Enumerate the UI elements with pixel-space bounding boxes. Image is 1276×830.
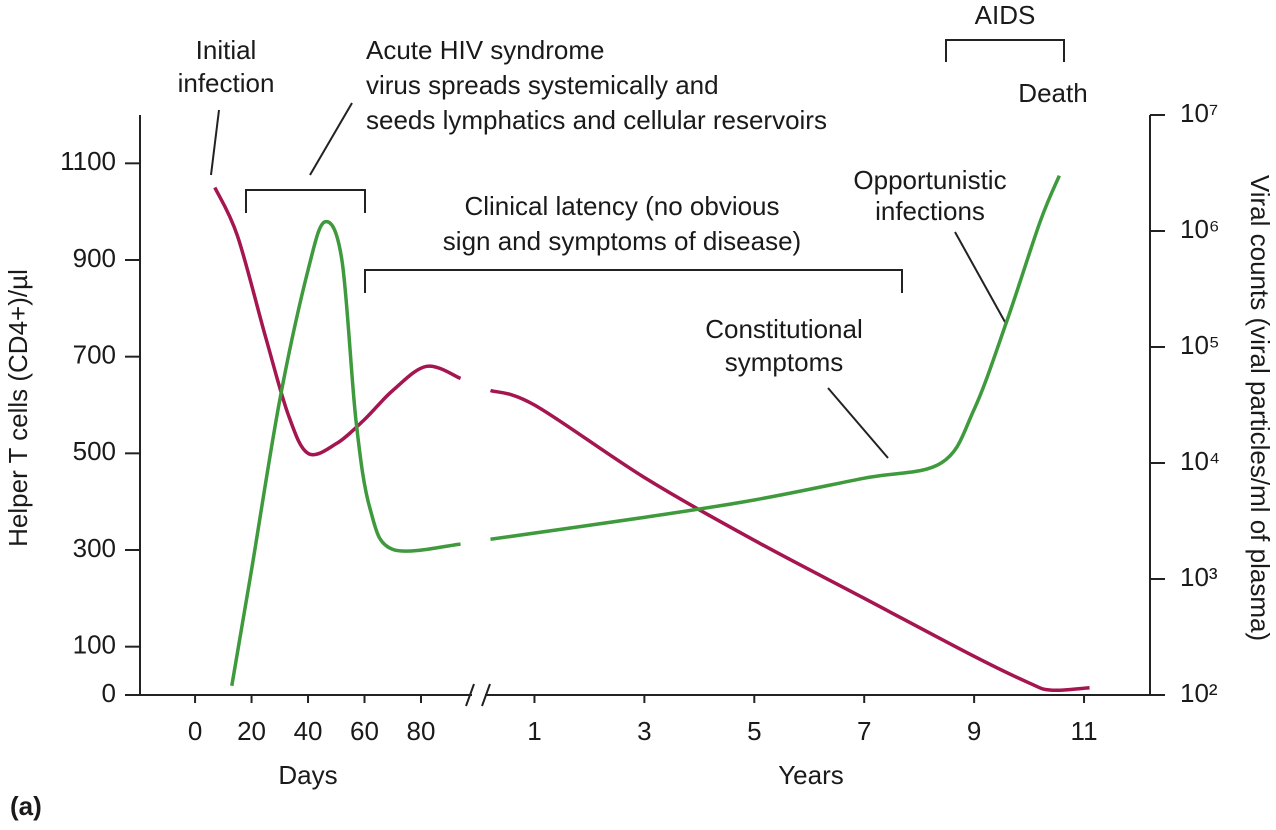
annotation: infections xyxy=(875,196,985,226)
annotation: sign and symptoms of disease) xyxy=(443,226,801,256)
annotation: virus spreads systemically and xyxy=(366,70,719,100)
data-line xyxy=(489,388,1090,693)
x-axis-label: Years xyxy=(778,760,844,790)
y2-axis-label: Viral counts (viral particles/ml of plas… xyxy=(1245,175,1275,641)
x-tick-label: 0 xyxy=(188,716,202,746)
bracket xyxy=(245,189,366,213)
annotation: seeds lymphatics and cellular reservoirs xyxy=(366,105,827,135)
x-tick-label: 5 xyxy=(747,716,761,746)
leader-line xyxy=(210,109,220,176)
x-tick-label: 3 xyxy=(637,716,651,746)
y2-tick-label: 10³ xyxy=(1180,562,1218,592)
y-axis-label: Helper T cells (CD4+)/µl xyxy=(3,269,33,547)
data-line xyxy=(213,186,462,457)
x-tick-label: 7 xyxy=(857,716,871,746)
annotation: Initial xyxy=(196,35,257,65)
x-tick-label: 40 xyxy=(294,716,323,746)
leader-line xyxy=(309,102,353,176)
y-tick-label: 500 xyxy=(73,436,116,466)
annotation: Clinical latency (no obvious xyxy=(464,191,779,221)
annotation: symptoms xyxy=(725,347,843,377)
annotation: Death xyxy=(1018,78,1087,108)
y2-tick-label: 10⁷ xyxy=(1180,98,1218,128)
x-tick-label: 1 xyxy=(527,716,541,746)
x-axis-label: Days xyxy=(278,760,337,790)
annotation: Acute HIV syndrome xyxy=(366,35,604,65)
x-tick-label: 9 xyxy=(967,716,981,746)
x-tick-label: 60 xyxy=(350,716,379,746)
x-tick-label: 80 xyxy=(407,716,436,746)
y-tick-label: 100 xyxy=(73,630,116,660)
y-tick-label: 300 xyxy=(73,533,116,563)
data-line xyxy=(230,219,461,687)
axis-break xyxy=(481,683,491,707)
y-tick-label: 900 xyxy=(73,243,116,273)
y-tick-label: 0 xyxy=(102,678,116,708)
y2-tick-label: 10⁶ xyxy=(1180,214,1220,244)
y2-tick-label: 10⁴ xyxy=(1180,446,1220,476)
annotation: Constitutional xyxy=(705,314,863,344)
panel-label: (a) xyxy=(10,791,42,821)
x-tick-label: 20 xyxy=(237,716,266,746)
y-tick-label: 700 xyxy=(73,340,116,370)
annotation: Opportunistic xyxy=(853,165,1006,195)
leader-line xyxy=(954,231,1006,323)
y2-tick-label: 10² xyxy=(1180,678,1218,708)
annotation: infection xyxy=(178,68,275,98)
data-line xyxy=(490,174,1061,542)
bracket xyxy=(945,39,1065,62)
leader-line xyxy=(827,387,889,459)
x-tick-label: 11 xyxy=(1071,716,1098,746)
axis-break xyxy=(465,683,475,707)
annotation: AIDS xyxy=(975,0,1036,30)
bracket xyxy=(364,269,903,293)
y2-tick-label: 10⁵ xyxy=(1180,330,1220,360)
y-tick-label: 1100 xyxy=(60,146,116,176)
